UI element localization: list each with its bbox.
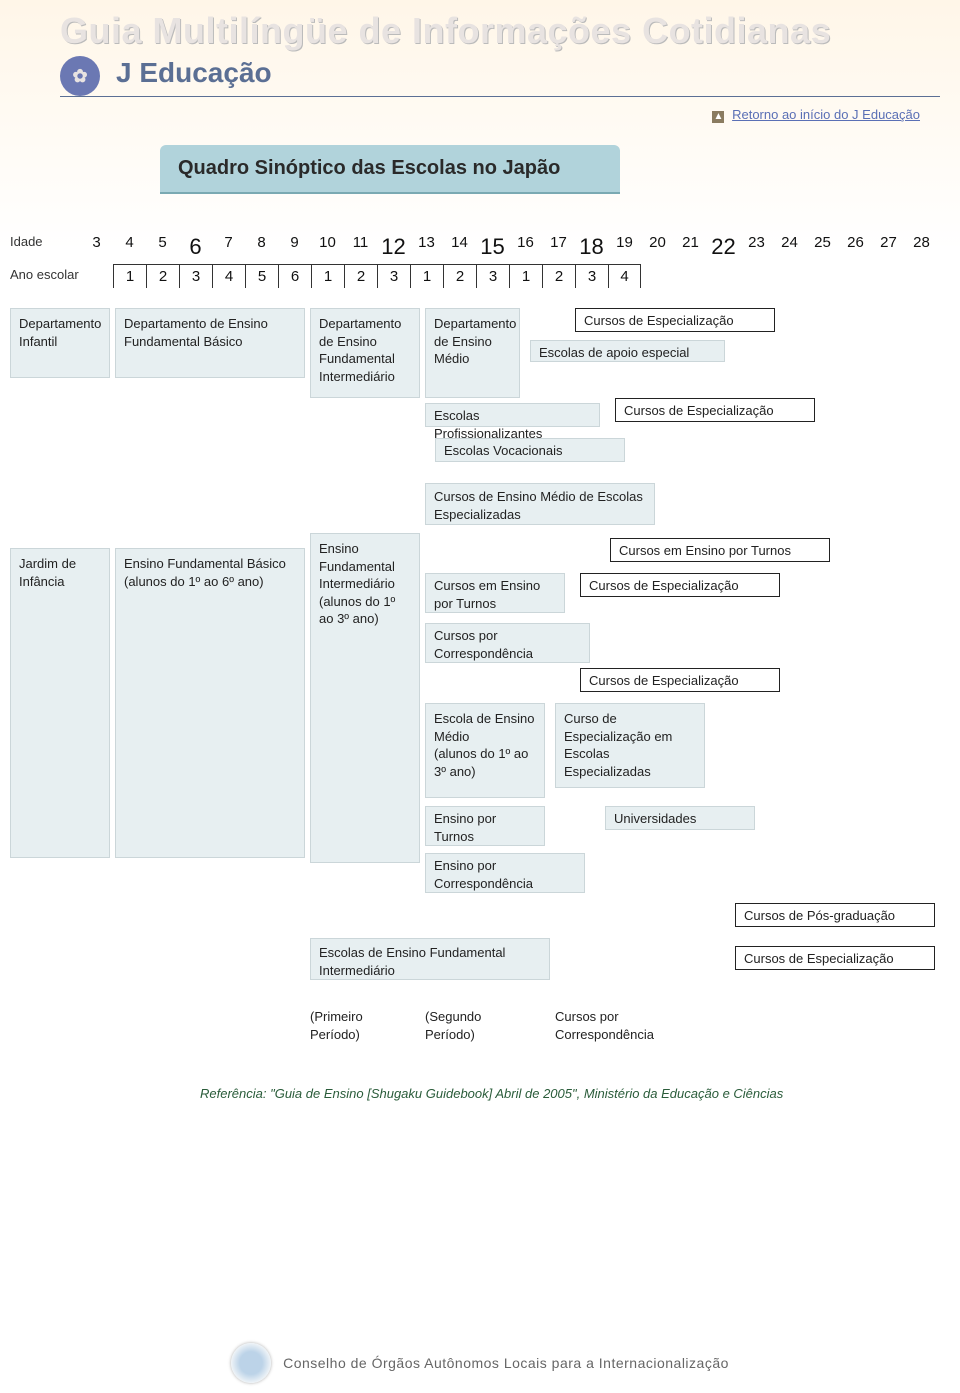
age-4: 4 [113, 234, 146, 260]
label-primeiro-periodo: (Primeiro Período) [310, 1008, 400, 1043]
return-link[interactable]: Retorno ao início do J Educação [732, 107, 920, 122]
return-link-row: ▲ Retorno ao início do J Educação [0, 103, 960, 135]
schoolyear-12: 1 [509, 264, 542, 288]
label-age: Idade [10, 234, 79, 249]
box-fund-interm-alunos: Ensino Fundamental Intermediário (alunos… [310, 533, 420, 863]
age-23: 23 [740, 234, 773, 260]
age-8: 8 [245, 234, 278, 260]
up-arrow-icon: ▲ [712, 111, 724, 123]
schoolyear-4: 5 [245, 264, 278, 288]
box-escolas-vocac: Escolas Vocacionais [435, 438, 625, 462]
age-3: 3 [80, 234, 113, 260]
age-27: 27 [872, 234, 905, 260]
age-24: 24 [773, 234, 806, 260]
age-19: 19 [608, 234, 641, 260]
age-16: 16 [509, 234, 542, 260]
box-escola-medio-alunos: Escola de Ensino Médio (alunos do 1º ao … [425, 703, 545, 798]
schoolyear-1: 2 [146, 264, 179, 288]
age-7: 7 [212, 234, 245, 260]
schoolyear-0: 1 [113, 264, 146, 288]
box-dep-fund-interm: Departamento de Ensino Fundamental Inter… [310, 308, 420, 398]
age-11: 11 [344, 234, 377, 260]
footer-seal-icon [231, 1343, 271, 1383]
box-universidades: Universidades [605, 806, 755, 830]
ages-row: 3456789101112131415161718192021222324252… [80, 234, 960, 260]
chart-title: Quadro Sinóptico das Escolas no Japão [160, 145, 620, 194]
box-escolas-apoio: Escolas de apoio especial [530, 340, 725, 362]
age-14: 14 [443, 234, 476, 260]
schoolyear-5: 6 [278, 264, 311, 288]
header-divider [60, 96, 940, 97]
timeline-labels: Idade Ano escolar [10, 234, 79, 282]
chart-area: Departamento Infantil Departamento de En… [0, 298, 960, 1078]
schoolyear-2: 3 [179, 264, 212, 288]
schoolyear-6: 1 [311, 264, 344, 288]
label-segundo-periodo: (Segundo Período) [425, 1008, 515, 1043]
box-cursos-em-turnos-top: Cursos em Ensino por Turnos [610, 538, 830, 562]
age-26: 26 [839, 234, 872, 260]
box-cursos-espec-5: Cursos de Especialização [735, 946, 935, 970]
box-curso-espec-escolas: Curso de Especialização em Escolas Espec… [555, 703, 705, 788]
schoolyear-10: 2 [443, 264, 476, 288]
years-row: 1234561231231234 [113, 264, 960, 288]
box-cursos-espec-3: Cursos de Especialização [580, 573, 780, 597]
box-cursos-espec-4: Cursos de Especialização [580, 668, 780, 692]
footer-text: Conselho de Órgãos Autônomos Locais para… [283, 1355, 729, 1371]
logo-badge: ✿ [60, 56, 100, 96]
age-21: 21 [674, 234, 707, 260]
box-fund-basico-alunos: Ensino Fundamental Básico (alunos do 1º … [115, 548, 305, 858]
age-25: 25 [806, 234, 839, 260]
box-cursos-espec-2: Cursos de Especialização [615, 398, 815, 422]
sub-title: J Educação [116, 57, 272, 89]
age-5: 5 [146, 234, 179, 260]
reference-text: Referência: "Guia de Ensino [Shugaku Gui… [200, 1086, 960, 1101]
schoolyear-14: 3 [575, 264, 608, 288]
main-title: Guia Multilíngüe de Informações Cotidian… [60, 10, 940, 52]
box-jardim: Jardim de Infância [10, 548, 110, 858]
age-15: 15 [476, 234, 509, 260]
label-cursos-corresp2: Cursos por Correspondência [555, 1008, 705, 1043]
box-dep-fund-basico: Departamento de Ensino Fundamental Básic… [115, 308, 305, 378]
footer: Conselho de Órgãos Autônomos Locais para… [0, 1333, 960, 1393]
schoolyear-8: 3 [377, 264, 410, 288]
schoolyear-9: 1 [410, 264, 443, 288]
box-ensino-corresp: Ensino por Correspondência [425, 853, 585, 893]
box-cursos-ensino-turnos: Cursos em Ensino por Turnos [425, 573, 565, 613]
box-cursos-espec-1: Cursos de Especialização [575, 308, 775, 332]
age-13: 13 [410, 234, 443, 260]
age-10: 10 [311, 234, 344, 260]
label-year: Ano escolar [10, 267, 79, 282]
box-dep-infantil: Departamento Infantil [10, 308, 110, 378]
box-dep-medio: Departamento de Ensino Médio [425, 308, 520, 398]
schoolyear-7: 2 [344, 264, 377, 288]
age-22: 22 [707, 234, 740, 260]
timeline: Idade Ano escolar 3456789101112131415161… [0, 234, 960, 288]
box-pos-grad: Cursos de Pós-graduação [735, 903, 935, 927]
box-cursos-corresp: Cursos por Correspondência [425, 623, 590, 663]
age-18: 18 [575, 234, 608, 260]
box-ensino-turnos: Ensino por Turnos [425, 806, 545, 846]
page-header: Guia Multilíngüe de Informações Cotidian… [0, 0, 960, 96]
age-6: 6 [179, 234, 212, 260]
schoolyear-13: 2 [542, 264, 575, 288]
age-12: 12 [377, 234, 410, 260]
box-escolas-fund-interm: Escolas de Ensino Fundamental Intermediá… [310, 938, 550, 980]
age-20: 20 [641, 234, 674, 260]
schoolyear-15: 4 [608, 264, 641, 288]
box-escolas-profiss: Escolas Profissionalizantes [425, 403, 600, 427]
age-28: 28 [905, 234, 938, 260]
age-9: 9 [278, 234, 311, 260]
age-17: 17 [542, 234, 575, 260]
box-cursos-medio-espec: Cursos de Ensino Médio de Escolas Especi… [425, 483, 655, 525]
schoolyear-3: 4 [212, 264, 245, 288]
schoolyear-11: 3 [476, 264, 509, 288]
